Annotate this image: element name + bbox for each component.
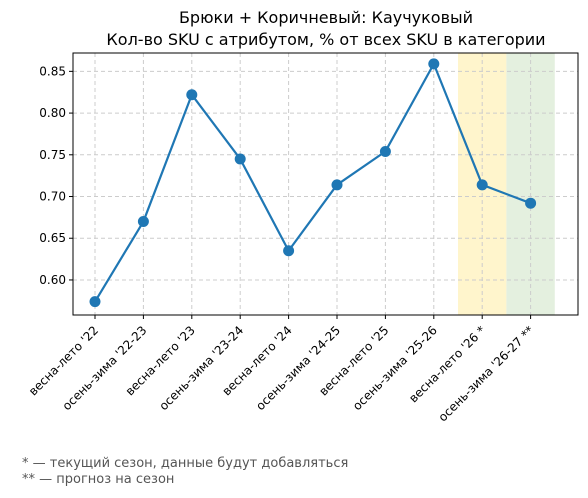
forecast-band	[506, 53, 555, 315]
data-point	[234, 153, 246, 165]
data-point	[89, 296, 101, 308]
chart-title: Брюки + Коричневый: Каучуковый	[179, 8, 473, 27]
y-tick-label: 0.60	[39, 273, 66, 287]
y-tick-label: 0.80	[39, 106, 66, 120]
chart-subtitle: Кол-во SKU с атрибутом, % от всех SKU в …	[106, 30, 545, 49]
y-axis: 0.60 0.65 0.70 0.75 0.80 0.85	[39, 64, 73, 287]
x-tick-label: осень-зима '26-27 **	[436, 323, 537, 424]
footnote-current-season: * — текущий сезон, данные будут добавлят…	[22, 456, 349, 471]
x-tick-label: осень-зима '25-26	[350, 323, 440, 413]
data-point	[186, 89, 198, 101]
data-point	[137, 216, 149, 228]
plot-frame	[72, 52, 579, 316]
x-tick-label: осень-зима '22-23	[60, 323, 150, 413]
x-tick-label: осень-зима '23-24	[156, 323, 246, 413]
data-point	[283, 245, 295, 257]
footnote-forecast: ** — прогноз на сезон	[22, 472, 175, 487]
data-point	[428, 58, 440, 70]
data-point	[379, 145, 391, 157]
y-tick-label: 0.65	[39, 231, 66, 245]
data-point	[476, 179, 488, 191]
series-layer	[89, 58, 537, 308]
x-tick-label: осень-зима '24-25	[253, 323, 343, 413]
y-tick-label: 0.70	[39, 190, 66, 204]
season-highlight-bands	[458, 53, 555, 315]
y-tick-label: 0.75	[39, 148, 66, 162]
data-point	[525, 197, 537, 209]
y-tick-label: 0.85	[39, 64, 66, 78]
series-line	[94, 62, 531, 303]
data-point	[331, 179, 343, 191]
